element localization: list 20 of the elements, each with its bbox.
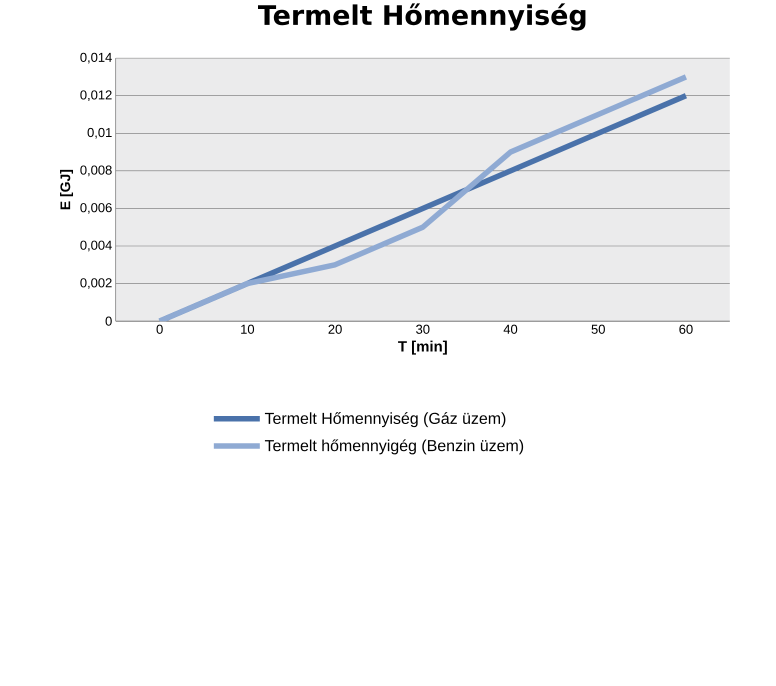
y-tick-label: 0,01 [88, 128, 112, 139]
y-tick-label: 0 [106, 316, 112, 326]
y-tick-label: 0,008 [80, 166, 112, 176]
y-tick-label: 0,012 [80, 90, 112, 102]
x-tick-label: 10 [241, 324, 254, 334]
x-tick-label: 20 [328, 324, 342, 334]
legend-label: Termelt Hőmennyiség (Gáz üzem) [264, 412, 506, 428]
x-tick-label: 40 [504, 324, 518, 334]
y-tick-label: 0,006 [80, 203, 112, 214]
y-tick-label: 0,004 [80, 240, 112, 252]
x-tick-label: 0 [156, 324, 163, 334]
y-tick-label: 0,002 [80, 278, 112, 290]
x-axis-title: T [min] [398, 340, 447, 355]
y-axis-title: E [GJ] [60, 170, 74, 210]
x-tick-label: 30 [416, 324, 430, 334]
y-tick-label: 0,014 [80, 52, 112, 64]
x-tick-label: 60 [679, 324, 693, 334]
x-tick-label: 50 [592, 324, 605, 334]
chart-title: Termelt Hőmennyiség [258, 4, 586, 31]
legend-label: Termelt hőmennyigég (Benzin üzem) [264, 440, 524, 455]
